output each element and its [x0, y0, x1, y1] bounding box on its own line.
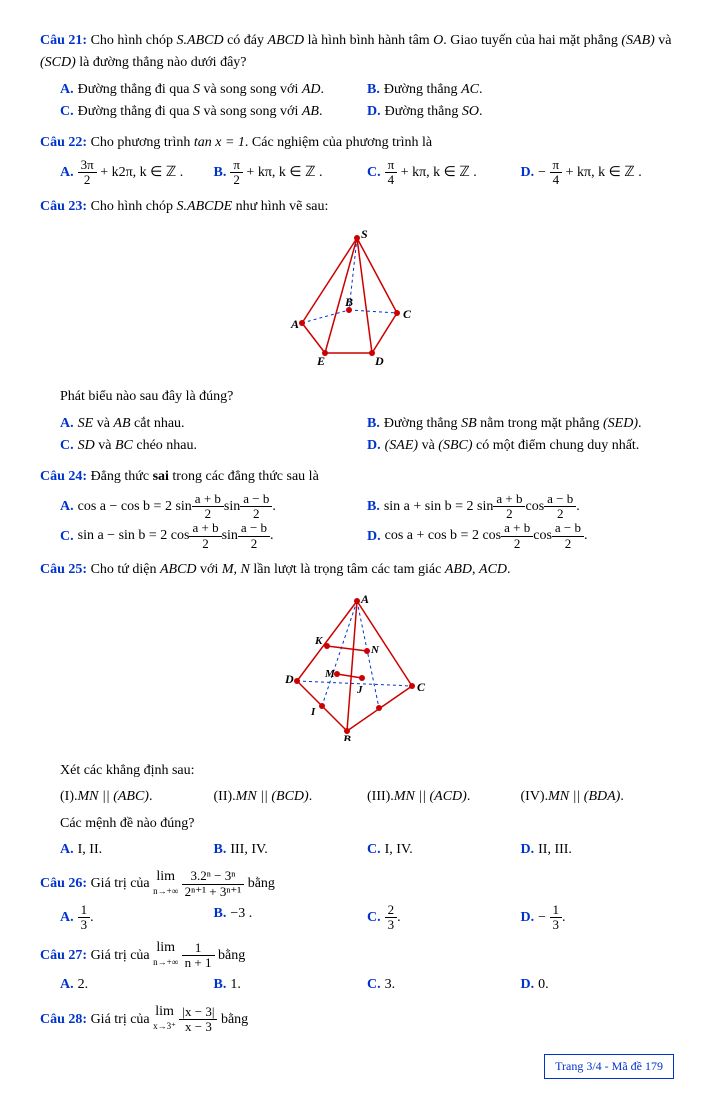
svg-text:B: B [344, 295, 353, 309]
svg-text:A: A [290, 317, 299, 331]
q25-label: Câu 25: [40, 562, 87, 577]
q23-label: Câu 23: [40, 199, 87, 214]
page-footer: Trang 3/4 - Mã đề 179 [40, 1054, 674, 1079]
svg-text:E: E [316, 354, 325, 368]
q28-label: Câu 28: [40, 1012, 87, 1027]
q25-optD: D.II, III. [521, 839, 675, 861]
svg-text:K: K [314, 635, 323, 647]
q24-options: A.cos a − cos b = 2 sina + b2sina − b2. … [60, 492, 674, 551]
q27-optB: B.1. [214, 974, 368, 996]
q26-optB: B.−3 . [214, 903, 368, 933]
q23-optC: C.SD và BC chéo nhau. [60, 435, 367, 457]
q22-optD: D.− π4 + kπ, k ∈ ℤ . [521, 158, 675, 188]
question-28: Câu 28: Giá trị của limx→3⁺ |x − 3|x − 3… [40, 1005, 674, 1035]
q25-optA: A.I, II. [60, 839, 214, 861]
q25-figure: A D C B K N M I J [40, 591, 674, 749]
svg-text:C: C [403, 307, 412, 321]
q26-label: Câu 26: [40, 876, 87, 891]
svg-text:D: D [284, 672, 294, 686]
q25-optB: B.III, IV. [214, 839, 368, 861]
q22-optC: C.π4 + kπ, k ∈ ℤ . [367, 158, 521, 188]
svg-text:C: C [417, 680, 426, 694]
q26-options: A.13. B.−3 . C.23. D.− 13. [60, 903, 674, 933]
q25-options: A.I, II. B.III, IV. C.I, IV. D.II, III. [60, 839, 674, 861]
q25-stmt3: (III). MN || (ACD). [367, 786, 521, 808]
svg-text:B: B [342, 732, 351, 741]
svg-text:I: I [310, 706, 316, 718]
q23-optA: A.SE và AB cắt nhau. [60, 413, 367, 435]
q24-optD: D.cos a + cos b = 2 cosa + b2cosa − b2. [367, 521, 674, 551]
q26-optA: A.13. [60, 903, 214, 933]
q25-stmt1: (I). MN || (ABC). [60, 786, 214, 808]
q21-text: Cho hình chóp S.ABCD có đáy ABCD là hình… [40, 33, 672, 70]
q24-optA: A.cos a − cos b = 2 sina + b2sina − b2. [60, 492, 367, 522]
question-23: Câu 23: Cho hình chóp S.ABCDE như hình v… [40, 196, 674, 458]
q25-stmt4: (IV). MN || (BDA). [521, 786, 675, 808]
q23-prompt: Phát biểu nào sau đây là đúng? [60, 386, 674, 408]
q23-figure: S A B C D E [40, 228, 674, 376]
q27-label: Câu 27: [40, 948, 87, 963]
q24-optB: B.sin a + sin b = 2 sina + b2cosa − b2. [367, 492, 674, 522]
q25-prompt: Xét các khẳng định sau: [60, 760, 674, 782]
q27-optC: C.3. [367, 974, 521, 996]
q25-prompt2: Các mệnh đề nào đúng? [60, 813, 674, 835]
q22-label: Câu 22: [40, 135, 87, 150]
q23-optD: D.(SAE) và (SBC) có một điểm chung duy n… [367, 435, 674, 457]
q21-optC: C.Đường thẳng đi qua S và song song với … [60, 101, 367, 123]
question-27: Câu 27: Giá trị của limn→+∞ 1n + 1 bằng … [40, 941, 674, 997]
question-22: Câu 22: Cho phương trình tan x = 1. Các … [40, 132, 674, 188]
q22-options: A.3π2 + k2π, k ∈ ℤ . B.π2 + kπ, k ∈ ℤ . … [60, 158, 674, 188]
footer-box: Trang 3/4 - Mã đề 179 [544, 1054, 674, 1079]
q25-stmt2: (II). MN || (BCD). [214, 786, 368, 808]
q27-optD: D.0. [521, 974, 675, 996]
q21-options: A.Đường thẳng đi qua S và song song với … [60, 79, 674, 124]
q21-optB: B.Đường thẳng AC. [367, 79, 674, 101]
q22-optB: B.π2 + kπ, k ∈ ℤ . [214, 158, 368, 188]
q25-optC: C.I, IV. [367, 839, 521, 861]
q27-options: A.2. B.1. C.3. D.0. [60, 974, 674, 996]
q25-statements: (I). MN || (ABC). (II). MN || (BCD). (II… [60, 786, 674, 808]
q23-options: A.SE và AB cắt nhau. B.Đường thẳng SB nằ… [60, 413, 674, 458]
q26-optD: D.− 13. [521, 903, 675, 933]
question-24: Câu 24: Đẳng thức sai trong các đẳng thứ… [40, 466, 674, 552]
q26-optC: C.23. [367, 903, 521, 933]
svg-text:M: M [324, 668, 336, 680]
svg-text:A: A [360, 592, 369, 606]
q24-label: Câu 24: [40, 469, 87, 484]
question-25: Câu 25: Cho tứ diện ABCD với M, N lần lư… [40, 559, 674, 861]
question-26: Câu 26: Giá trị của limn→+∞ 3.2ⁿ − 3ⁿ2ⁿ⁺… [40, 869, 674, 932]
q24-optC: C.sin a − sin b = 2 cosa + b2sina − b2. [60, 521, 367, 551]
q21-optD: D.Đường thẳng SO. [367, 101, 674, 123]
svg-text:N: N [370, 644, 380, 656]
q22-optA: A.3π2 + k2π, k ∈ ℤ . [60, 158, 214, 188]
q21-optA: A.Đường thẳng đi qua S và song song với … [60, 79, 367, 101]
svg-text:J: J [356, 684, 363, 696]
svg-text:D: D [374, 354, 384, 368]
q27-optA: A.2. [60, 974, 214, 996]
question-21: Câu 21: Cho hình chóp S.ABCD có đáy ABCD… [40, 30, 674, 124]
q21-label: Câu 21: [40, 33, 87, 48]
q23-optB: B.Đường thẳng SB nằm trong mặt phẳng (SE… [367, 413, 674, 435]
svg-text:S: S [361, 228, 368, 241]
